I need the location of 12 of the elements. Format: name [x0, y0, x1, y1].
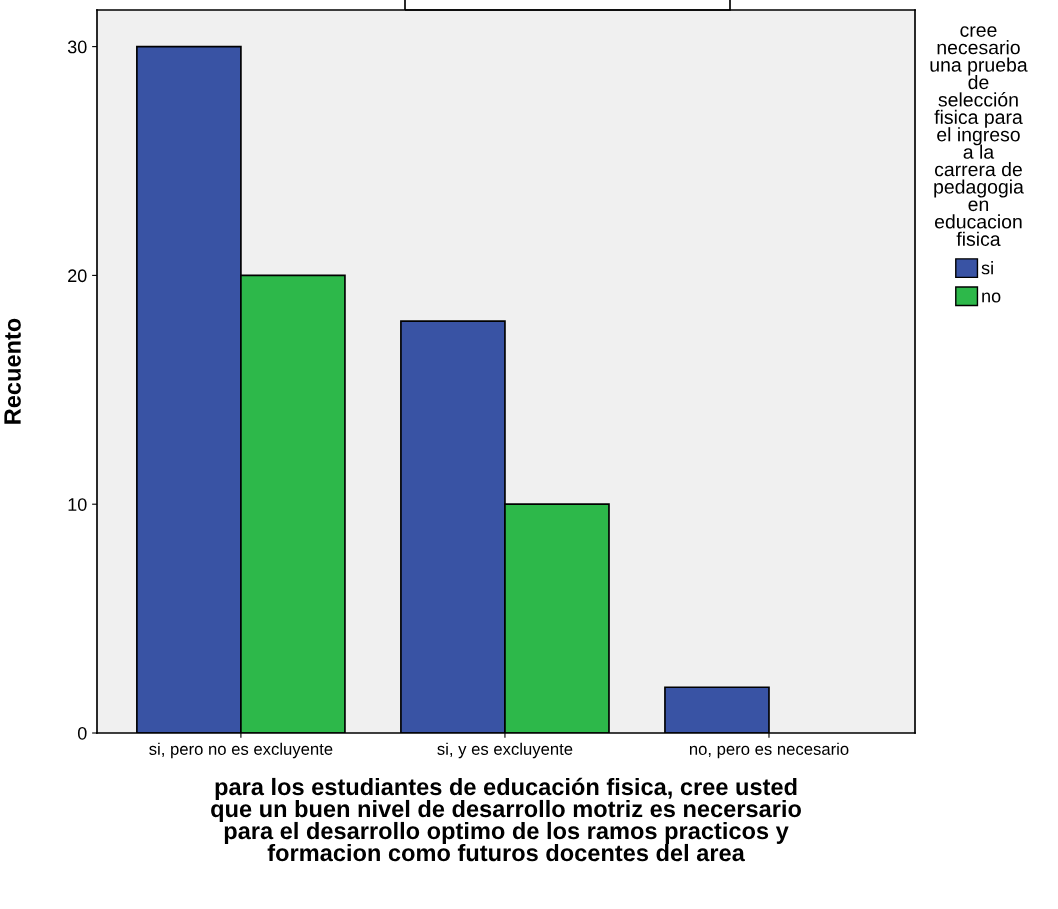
y-tick-label: 30	[67, 40, 87, 54]
y-tick-label: 10	[68, 498, 87, 511]
y-tick-label: 0	[77, 726, 87, 740]
y-tick-label: 20	[68, 269, 87, 283]
x-tick-label: no, pero es necesario	[689, 742, 849, 759]
x-tick-label: si, y es excluyente	[437, 742, 573, 759]
legend-label: si	[981, 261, 993, 275]
legend-label: no	[982, 292, 1001, 303]
text: cree necesario una prueba de selección fisica para el ingreso a la carrera de pedagogia en educacion fisica	[930, 26, 1028, 246]
x-axis-title: para los estudiantes de educación fisica, cree usted que un buen nivel de desarrollo motriz es necersario para el desarrollo optimo de los ramos practicos y formacion como futuros docentes del area	[211, 777, 801, 862]
x-tick-label: si, pero no es excluyente	[149, 742, 333, 759]
y-axis-title: Recuento	[4, 318, 21, 424]
